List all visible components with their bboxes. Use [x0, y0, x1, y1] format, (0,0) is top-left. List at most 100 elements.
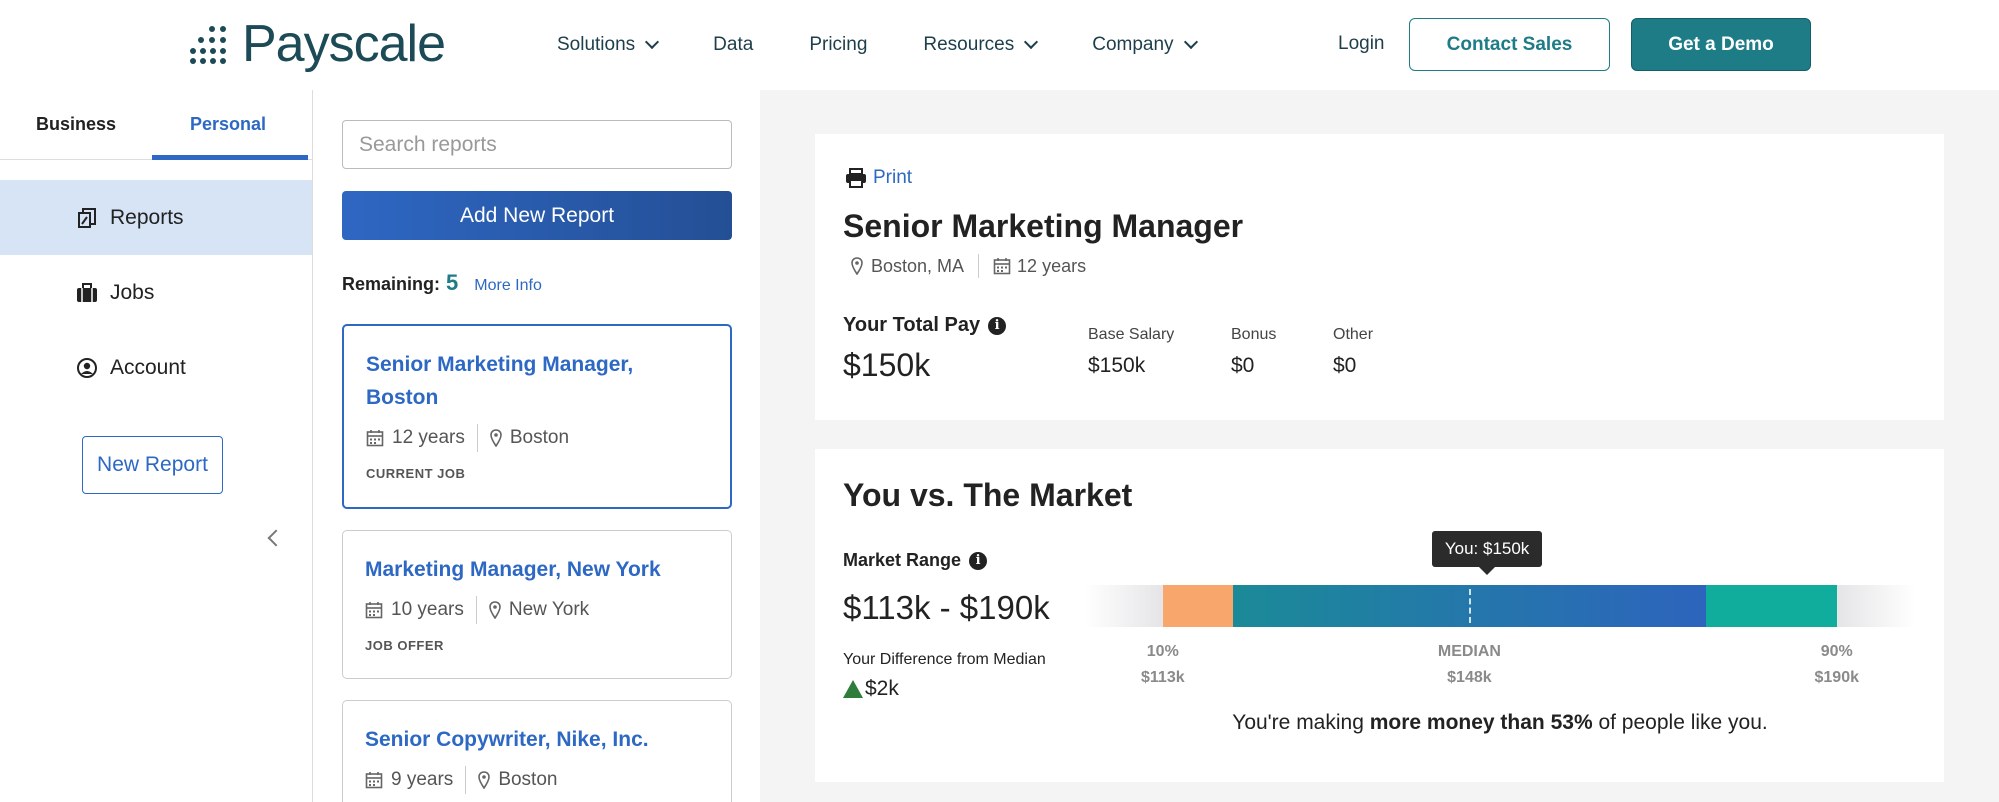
calendar-icon — [366, 430, 384, 447]
pay-breakdown-label: Other — [1333, 326, 1374, 343]
pay-breakdown-other: Other $0 — [1333, 326, 1373, 378]
report-card-years: 10 years — [391, 599, 464, 620]
median-difference: $2k — [843, 677, 899, 701]
market-range-bar — [1085, 585, 1915, 627]
tick-label: 90% — [1820, 643, 1853, 660]
total-pay-value: $150k — [843, 347, 931, 383]
chevron-down-icon — [1183, 34, 1198, 50]
nav-label: Pricing — [809, 34, 868, 55]
report-card-location: New York — [508, 599, 590, 620]
tab-personal[interactable]: Personal — [152, 90, 308, 160]
calendar-icon — [365, 772, 383, 789]
sidebar-item-jobs[interactable]: Jobs — [0, 255, 312, 330]
tick-label: 10% — [1146, 643, 1179, 660]
market-comparison-panel: You vs. The Market Market Range i $113k … — [815, 449, 1944, 782]
pay-breakdown-base: Base Salary $150k — [1088, 326, 1174, 378]
more-info-link[interactable]: More Info — [474, 277, 542, 294]
nav-data[interactable]: Data — [713, 34, 753, 56]
median-marker — [1469, 589, 1472, 623]
map-pin-icon — [478, 771, 491, 789]
range-tick-p10: 10% $113k — [1141, 639, 1185, 691]
report-card[interactable]: Senior Marketing Manager, Boston 12 year… — [342, 324, 732, 509]
sidebar-item-label: Reports — [110, 205, 184, 229]
summary-text-bold: more money than 53% — [1369, 711, 1593, 734]
total-pay-label-text: Your Total Pay — [843, 314, 981, 336]
nav-resources[interactable]: Resources — [923, 34, 1039, 56]
report-card-tag: JOB OFFER — [365, 638, 444, 653]
info-icon[interactable]: i — [988, 316, 1007, 335]
pay-summary-panel: Print Senior Marketing Manager Boston, M… — [815, 134, 1944, 420]
nav-company[interactable]: Company — [1092, 34, 1198, 56]
reports-panel: Add New Report Remaining: 5 More Info Se… — [314, 90, 760, 802]
get-demo-button[interactable]: Get a Demo — [1631, 18, 1811, 71]
sidebar-item-reports[interactable]: Reports — [0, 180, 312, 255]
total-pay-label: Your Total Pay i — [843, 314, 1007, 337]
range-tick-median: MEDIAN $148k — [1438, 639, 1501, 691]
range-segment-low — [1163, 585, 1234, 627]
range-segment-high — [1705, 585, 1837, 627]
sidebar-item-account[interactable]: Account — [0, 330, 312, 405]
login-link[interactable]: Login — [1338, 33, 1385, 54]
nav-label: Solutions — [557, 34, 636, 55]
divider — [978, 254, 980, 278]
printer-icon — [846, 168, 866, 188]
print-button[interactable]: Print — [845, 167, 912, 189]
payscale-logo[interactable]: Payscale — [190, 14, 446, 74]
sidebar: Business Personal Reports Jobs Account N… — [0, 90, 313, 802]
pay-breakdown-label: Bonus — [1231, 326, 1277, 343]
user-circle-icon — [77, 357, 97, 378]
sidebar-item-label: Account — [110, 355, 186, 379]
sidebar-item-label: Jobs — [110, 280, 155, 304]
remaining-reports: Remaining: 5 More Info — [342, 270, 542, 296]
tab-business[interactable]: Business — [35, 114, 117, 134]
report-card-meta: 9 years Boston — [365, 766, 709, 794]
report-card-tag: CURRENT JOB — [366, 466, 466, 481]
report-card-years: 9 years — [391, 769, 454, 790]
add-new-report-button[interactable]: Add New Report — [342, 191, 732, 240]
nav-pricing[interactable]: Pricing — [809, 34, 867, 56]
nav-solutions[interactable]: Solutions — [557, 34, 660, 56]
report-card-location: Boston — [498, 769, 558, 790]
market-summary: You're making more money than 53% of peo… — [1085, 711, 1915, 735]
summary-text-pre: You're making — [1232, 711, 1370, 734]
range-segment-middle — [1233, 585, 1706, 627]
map-pin-icon — [489, 601, 501, 619]
report-card-title: Marketing Manager, New York — [365, 558, 661, 581]
pay-breakdown-label: Base Salary — [1088, 326, 1175, 343]
search-reports-input[interactable] — [342, 120, 732, 169]
tick-value: $113k — [1141, 669, 1185, 686]
new-report-button[interactable]: New Report — [82, 436, 223, 494]
tick-value: $190k — [1814, 669, 1860, 686]
report-card[interactable]: Marketing Manager, New York 10 years New… — [342, 530, 732, 679]
remaining-count: 5 — [446, 270, 459, 295]
remaining-label: Remaining: — [342, 274, 441, 294]
median-difference-value: $2k — [865, 677, 899, 700]
market-range-label-text: Market Range — [843, 550, 962, 570]
range-tick-p90: 90% $190k — [1815, 639, 1860, 691]
report-card-years: 12 years — [392, 427, 465, 448]
divider — [476, 424, 478, 452]
report-card-title: Senior Marketing Manager, Boston — [366, 353, 634, 409]
report-card[interactable]: Senior Copywriter, Nike, Inc. 9 years Bo… — [342, 700, 732, 802]
collapse-sidebar-icon[interactable] — [267, 529, 285, 547]
divider — [475, 596, 477, 624]
nav-label: Resources — [923, 34, 1015, 55]
pay-breakdown-value: $0 — [1333, 354, 1357, 377]
tick-value: $148k — [1447, 669, 1492, 686]
calendar-icon — [993, 258, 1011, 275]
tick-label: MEDIAN — [1437, 643, 1501, 660]
main-nav: Solutions Data Pricing Resources Company — [557, 0, 1252, 90]
print-label: Print — [873, 167, 913, 188]
pay-breakdown-value: $0 — [1231, 354, 1255, 377]
logo-text: Payscale — [242, 15, 446, 73]
report-card-title: Senior Copywriter, Nike, Inc. — [365, 728, 649, 751]
reports-icon — [78, 207, 96, 228]
logo-dots-icon — [190, 22, 234, 66]
account-type-tabs: Business Personal — [0, 90, 312, 160]
job-meta: Boston, MA 12 years — [851, 254, 1086, 278]
job-location: Boston, MA — [871, 255, 965, 276]
divider — [465, 766, 467, 794]
info-icon[interactable]: i — [969, 551, 988, 570]
chevron-down-icon — [1024, 34, 1039, 50]
contact-sales-button[interactable]: Contact Sales — [1409, 18, 1610, 71]
